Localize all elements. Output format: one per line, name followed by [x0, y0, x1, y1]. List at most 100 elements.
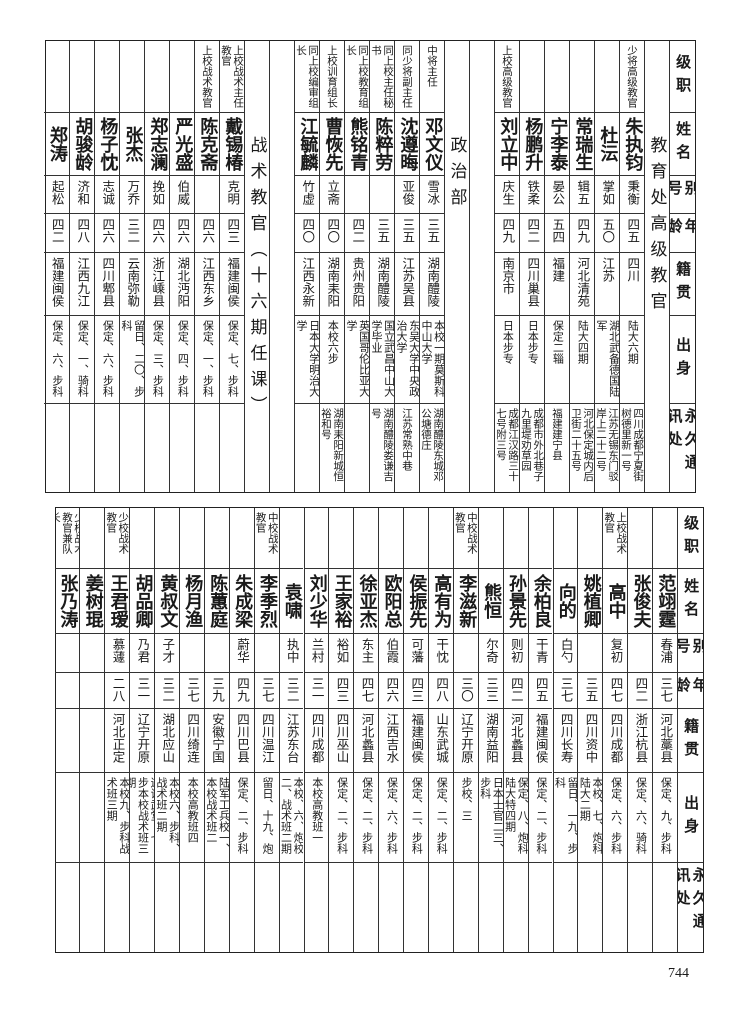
header-age: 年龄 [670, 214, 695, 253]
header-rank: 级职 [670, 41, 695, 113]
person-native: 江苏 [595, 253, 619, 316]
person-address [504, 863, 528, 954]
person-native: 湖北应山 [155, 709, 179, 773]
person-origin: 保定、六、步科 [44, 316, 69, 404]
person-native: 湖北沔阳 [170, 253, 194, 316]
person-alias: 亚俊 [395, 176, 419, 214]
person-origin: 本校高教班四 [180, 773, 204, 863]
person-rank [553, 508, 578, 569]
person-address: 成都市外北巷子九里堤劝草园 [520, 408, 544, 482]
person-origin: 湖北武备德国陆军 [595, 316, 619, 404]
person-alias [453, 634, 478, 673]
person-alias [370, 176, 394, 214]
person-name: 高有为 [429, 569, 453, 634]
person-age: 三五 [420, 214, 444, 253]
person-age [80, 673, 105, 709]
person-name: 袁啸 [279, 569, 304, 634]
person-rank [503, 508, 528, 569]
person-name: 曹恢先 [320, 113, 344, 176]
person-native: 江西永新 [295, 253, 319, 316]
person-native: 江西九江 [70, 253, 94, 316]
person-rank [145, 41, 169, 113]
person-name: 江毓麟 [295, 113, 319, 176]
person-native: 浙江杭县 [628, 709, 653, 773]
person-address [70, 404, 94, 493]
person-native: 南京市 [495, 253, 519, 316]
person-origin: 日本大学明治大学 [295, 316, 319, 404]
person-age: 三一 [304, 673, 329, 709]
person-column: 中校战术教官 李季烈 三七 四川温江 留日、十九、炮 [253, 508, 279, 952]
person-address [429, 863, 453, 954]
person-name: 胡品卿 [130, 569, 155, 634]
person-name: 徐亚杰 [354, 569, 379, 634]
person-alias: 伯霞 [379, 634, 404, 673]
person-age: 三〇 [453, 673, 478, 709]
person-alias: 万乔 [120, 176, 144, 214]
person-column: 同上校编审组长 江毓麟 竹虚 四〇 江西永新 日本大学明治大学 [294, 41, 319, 492]
person-age: 三七 [254, 673, 279, 709]
person-origin: 保定、二、步科 [528, 773, 553, 863]
person-native: 四川资中 [578, 709, 603, 773]
person-address: 福建建宁县 [551, 408, 564, 461]
person-column: 袁啸 执中 三二 江苏东台 本校、六、炮校二、战术班二期 [278, 508, 304, 952]
person-alias: 干青 [528, 634, 553, 673]
person-address [55, 863, 80, 954]
person-column: 王家裕 裕如 四三 四川巫山 保定、二、步科 [328, 508, 354, 952]
person-rank [44, 41, 69, 113]
person-name: 向的 [553, 569, 578, 634]
person-origin: 本校六步 [320, 316, 344, 404]
person-name: 张俊夫 [628, 569, 653, 634]
person-native: 江西东乡 [195, 253, 219, 316]
person-age: 四六 [170, 214, 194, 253]
person-column: 严光盛 伯威 四六 湖北沔阳 保定、四、步科 [169, 41, 194, 492]
person-address: 四川成都宁夏街树德里新一号 [620, 408, 644, 482]
person-rank [478, 508, 503, 569]
person-rank [95, 41, 119, 113]
person-age: 三七 [553, 673, 578, 709]
person-name: 张杰 [120, 113, 144, 176]
person-age: 三一 [130, 673, 155, 709]
person-rank: 中校战术教官 [453, 508, 478, 569]
person-alias [195, 176, 219, 214]
person-age: 四六 [379, 673, 404, 709]
person-origin: 本校一期莫斯科中山大学 [420, 316, 444, 404]
person-origin: 英国哥伦比亚大学 [345, 316, 369, 404]
section-label-column: 政治部 [444, 41, 469, 492]
person-address [80, 863, 104, 954]
person-alias: 晏公 [545, 176, 569, 214]
person-age: 二八 [105, 673, 130, 709]
person-rank [180, 508, 204, 569]
header-native: 籍贯 [678, 709, 703, 773]
person-origin: 保定、二、步科 [229, 773, 254, 863]
header-origin: 出身 [670, 316, 695, 404]
person-alias: 春浦 [653, 634, 677, 673]
person-address [354, 863, 378, 954]
person-origin: 东吴大学中央政治大学 [395, 316, 419, 404]
person-column: 陈蕙庭 三九 安徽宁国 陆军工兵校一、本校战术班二 [203, 508, 229, 952]
person-alias: 蔚华 [229, 634, 254, 673]
person-name: 侯振先 [404, 569, 428, 634]
person-origin: 本校九、步科战术班三期 [105, 773, 130, 863]
person-native: 江西吉水 [379, 709, 404, 773]
person-alias [254, 634, 279, 673]
section-label: 战术教官（十六期任课） [246, 136, 267, 422]
section-label-column: 教育处高级教官 [644, 41, 669, 492]
person-rank: 同上校教育组长 [345, 41, 369, 113]
person-column: 熊恒 尔奇 三三 湖南益阳 日本士官二三、步科 [477, 508, 503, 952]
person-native: 福建闽侯 [44, 253, 69, 316]
person-alias: 志诚 [95, 176, 119, 214]
person-origin: 留日、二〇、步科 [120, 316, 144, 404]
person-age: 五〇 [595, 214, 619, 253]
lower-roster-table: 级职 姓名 别号 年龄 籍贯 出身 永久通讯处 范翊霆 春浦 三七 河北藁县 保定、九、步科 张俊夫 四二… [54, 507, 704, 954]
person-origin: 保定、六、步科 [95, 316, 119, 404]
person-name: 邓文仪 [420, 113, 444, 176]
person-age: 四〇 [320, 214, 344, 253]
person-name: 高中 [603, 569, 628, 634]
person-origin: 本校、六、炮校二、战术班二期 [279, 773, 304, 863]
person-name: 熊铭青 [345, 113, 369, 176]
person-name: 朱成梁 [229, 569, 254, 634]
person-name: 杨子忱 [95, 113, 119, 176]
person-origin: 日本步专 [495, 316, 519, 404]
person-address [230, 863, 254, 954]
person-age: 四二 [345, 214, 369, 253]
